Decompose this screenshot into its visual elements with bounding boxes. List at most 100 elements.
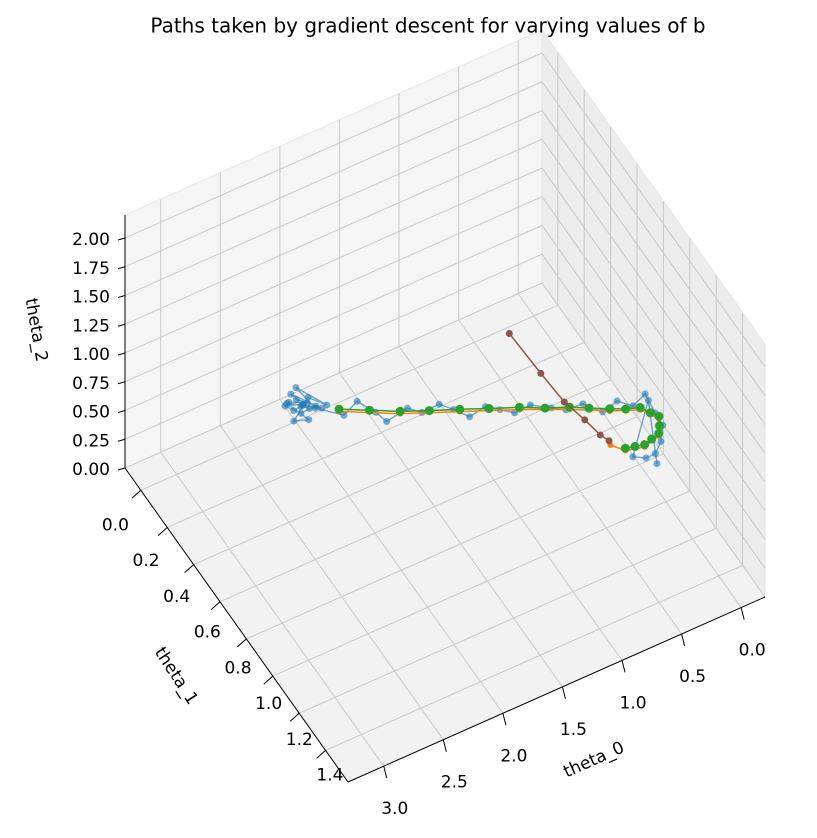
point — [484, 404, 494, 414]
point — [365, 405, 375, 415]
y-axis-line — [124, 467, 349, 783]
y-tick-label: 0.2 — [133, 551, 160, 571]
grid-line — [246, 453, 664, 640]
point — [340, 411, 348, 419]
y-tick-label: 0.6 — [194, 623, 221, 643]
z-tick — [117, 323, 126, 327]
x-tick — [502, 713, 507, 726]
grid-line — [541, 138, 766, 454]
y-tick — [263, 675, 274, 685]
x-tick-label: 0.5 — [679, 667, 706, 687]
point — [403, 404, 411, 412]
z-tick — [117, 352, 126, 356]
grid-line — [160, 451, 385, 767]
z-tick — [117, 410, 126, 413]
z-tick — [117, 438, 126, 442]
x-tick-label: 0.0 — [739, 641, 766, 661]
x-tick — [740, 607, 745, 620]
z-tick-label: 1.25 — [72, 316, 110, 336]
point — [613, 397, 621, 405]
point — [292, 395, 300, 403]
y-tick-label: 1.0 — [255, 694, 282, 714]
z-tick — [117, 266, 126, 270]
point — [514, 402, 524, 412]
grid-line — [124, 138, 543, 325]
point — [645, 408, 655, 418]
z-tick-label: 2.00 — [72, 230, 110, 250]
grid-line — [124, 52, 543, 239]
z-axis-label: theta_2 — [21, 297, 52, 364]
x-tick-label: 1.5 — [560, 720, 587, 740]
point — [304, 393, 312, 401]
y-tick — [289, 712, 300, 722]
x-tick — [621, 660, 626, 673]
y-tick — [157, 527, 168, 536]
point — [297, 409, 305, 417]
grid-line — [517, 293, 742, 608]
y-tick-label: 0.0 — [102, 515, 129, 535]
z-tick-label: 1.75 — [72, 259, 110, 279]
grid-line — [124, 110, 543, 296]
grid-line — [298, 527, 717, 714]
y-tick — [184, 564, 194, 573]
z-tick-label: 0.25 — [72, 431, 110, 451]
point — [584, 403, 594, 413]
z-tick-label: 0.50 — [72, 403, 110, 423]
marks — [281, 330, 667, 468]
grid-line — [124, 81, 543, 268]
grid-line — [541, 110, 766, 425]
x-axis-line — [347, 596, 766, 783]
x-axis-label: theta_0 — [561, 738, 628, 782]
z-tick-label: 0.00 — [72, 460, 110, 480]
z-tick — [117, 381, 126, 385]
y-tick-label: 1.4 — [316, 766, 343, 786]
z-tick — [117, 467, 126, 471]
point — [526, 401, 534, 409]
point — [435, 400, 443, 408]
y-axis-label: theta_1 — [150, 644, 202, 709]
grid-line — [124, 167, 543, 354]
point — [581, 416, 589, 424]
point — [383, 417, 391, 425]
axes: 0.00.51.01.52.02.53.00.00.20.40.60.81.01… — [72, 215, 766, 819]
point — [620, 443, 630, 453]
z-tick-label: 1.50 — [72, 288, 110, 308]
grid-line — [279, 398, 504, 714]
point — [353, 397, 361, 405]
grid-line — [193, 379, 611, 566]
point — [395, 406, 405, 416]
grid-line — [219, 425, 444, 741]
grid-line — [541, 167, 766, 483]
point — [466, 413, 474, 421]
point — [647, 434, 657, 444]
point — [306, 405, 314, 413]
point — [651, 450, 659, 458]
grid-line — [167, 341, 585, 528]
point — [644, 396, 652, 404]
point — [560, 398, 568, 406]
point — [299, 401, 307, 409]
point — [621, 404, 631, 414]
y-tick-label: 0.4 — [163, 587, 190, 607]
x-tick — [442, 739, 447, 752]
grid-line — [124, 253, 543, 440]
point — [311, 404, 319, 412]
point — [654, 428, 664, 438]
x-tick-label: 2.5 — [441, 773, 468, 793]
point — [305, 416, 313, 424]
point — [605, 437, 613, 445]
grid-line — [458, 319, 683, 635]
y-tick — [131, 489, 142, 499]
point — [455, 404, 465, 414]
chart-title: Paths taken by gradient descent for vary… — [150, 14, 705, 38]
point — [653, 460, 661, 468]
x-tick-label: 1.0 — [620, 693, 647, 713]
point — [596, 431, 604, 439]
grid-line — [325, 564, 743, 751]
point — [537, 369, 545, 377]
y-tick — [237, 638, 247, 648]
z-tick — [117, 237, 126, 241]
grid-line — [398, 346, 623, 661]
x-tick — [681, 633, 686, 647]
